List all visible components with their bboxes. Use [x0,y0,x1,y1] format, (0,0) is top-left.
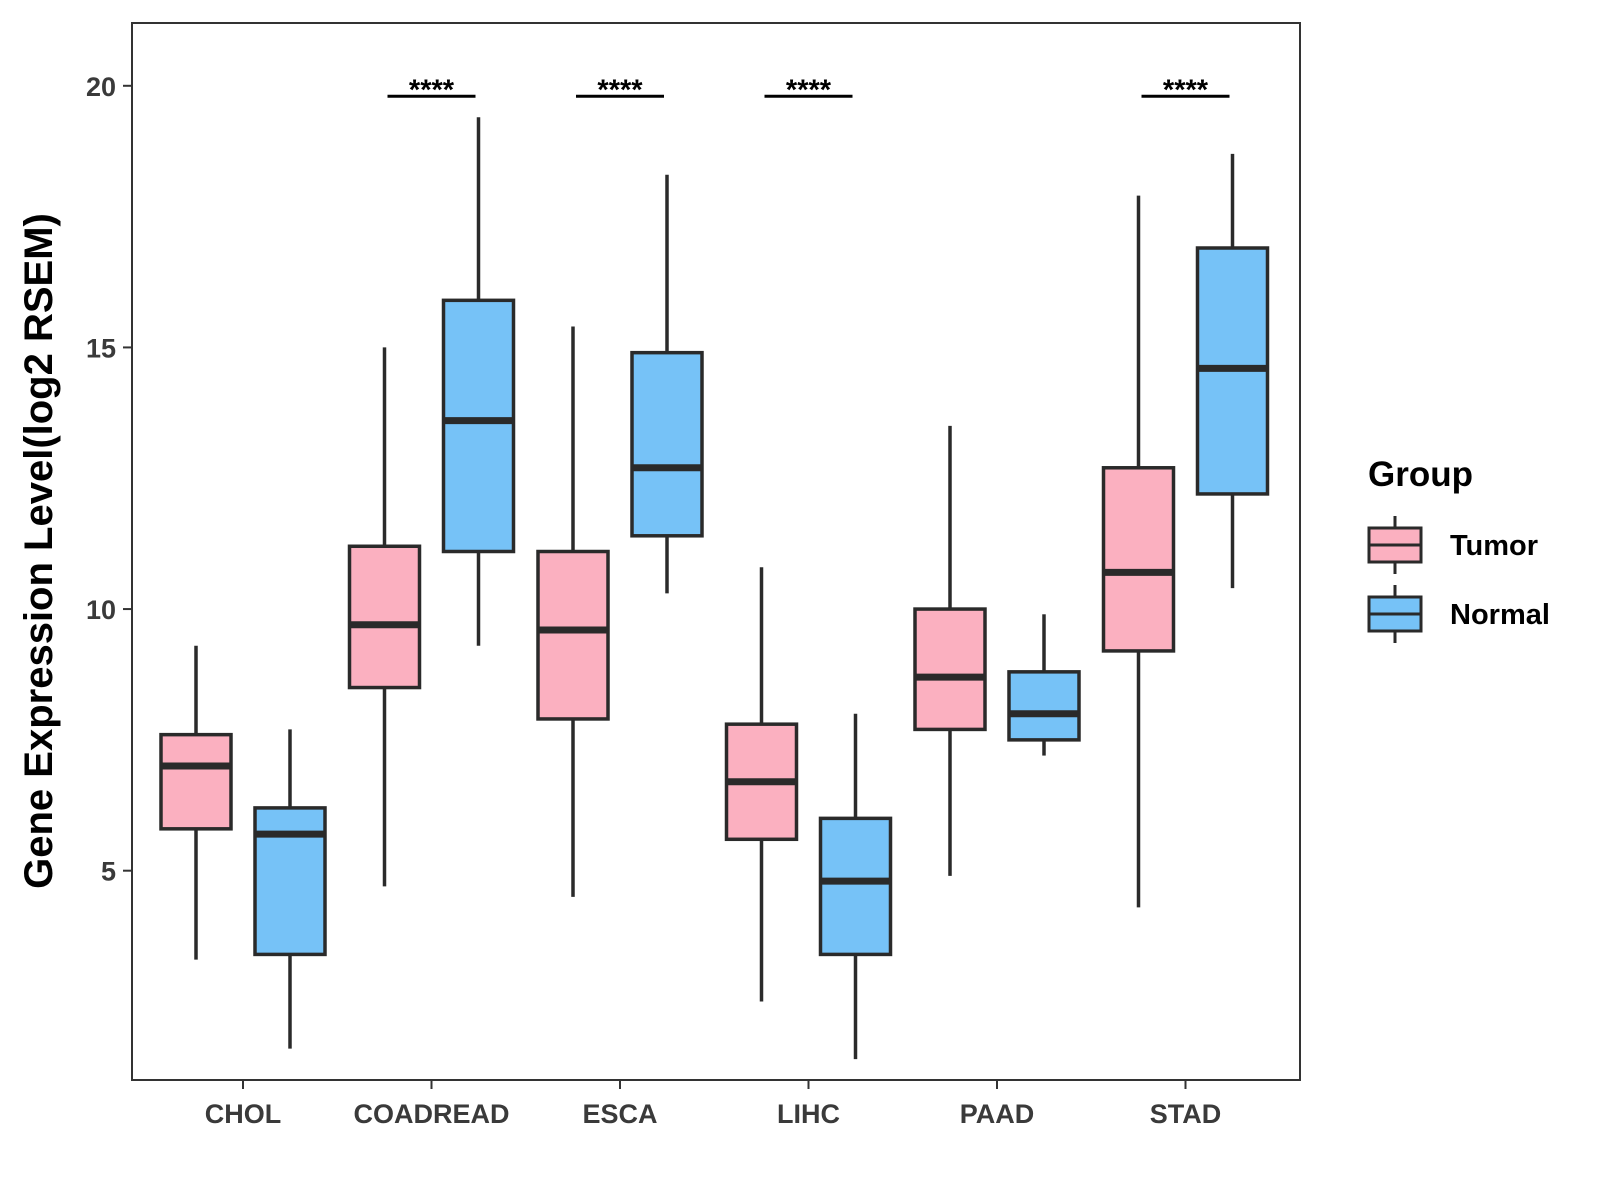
box-iqr [1101,466,1176,653]
normal-box-esca [630,174,704,594]
x-tick-label: STAD [1150,1099,1222,1129]
significance-label: **** [409,74,455,106]
normal-box-chol [253,729,327,1049]
significance-label: **** [1163,74,1209,106]
annotations-layer: **** **** **** **** [387,74,1230,106]
significance-coadread: **** [387,74,476,106]
legend-item-normal: Normal [1367,585,1550,643]
tumor-box-coadread [347,347,422,887]
x-tick-label: LIHC [777,1099,840,1129]
tumor-box-esca [536,326,610,897]
x-tick-label: COADREAD [353,1099,509,1129]
normal-box-coadread [441,117,516,646]
tumor-box-lihc [724,567,799,1002]
box-iqr [159,732,233,831]
significance-lihc: **** [764,74,853,106]
significance-stad: **** [1141,74,1230,106]
box-iqr [1007,670,1081,742]
y-tick-label: 15 [86,333,116,363]
tumor-box-paad [913,425,987,876]
box-iqr [536,549,610,721]
tumor-box-stad [1101,195,1176,908]
legend-label: Normal [1450,599,1550,631]
box-iqr [347,544,422,690]
box-iqr [630,350,704,538]
y-tick-label: 10 [86,595,116,625]
legend-title: Group [1368,455,1473,494]
legend-item-tumor: Tumor [1367,516,1538,574]
tumor-box-chol [159,645,233,960]
legend-items: Tumor Normal [1367,516,1550,643]
normal-box-paad [1007,614,1081,756]
plot-panel-border [131,22,1301,1081]
y-tick-label: 20 [86,72,116,102]
y-axis-title: Gene Expression Level(log2 RSEM) [17,213,61,889]
normal-box-lihc [818,713,893,1060]
significance-esca: **** [576,74,664,106]
legend-label: Tumor [1450,530,1538,562]
x-tick-label: PAAD [960,1099,1035,1129]
box-iqr [441,298,516,554]
boxes-layer [159,117,1270,1060]
x-tick-label: CHOL [205,1099,282,1129]
x-axis: CHOL COADREAD ESCA LIHC PAAD STAD [205,1080,1222,1129]
normal-box-stad [1195,153,1270,589]
box-iqr [253,806,327,957]
y-axis: 5 10 15 20 [86,72,132,887]
y-tick-label: 5 [101,857,116,887]
x-tick-label: ESCA [582,1099,657,1129]
box-iqr [818,816,893,957]
significance-label: **** [597,74,643,106]
legend: Group Tumor Normal [1367,455,1550,643]
significance-label: **** [786,74,832,106]
box-iqr [913,607,987,732]
